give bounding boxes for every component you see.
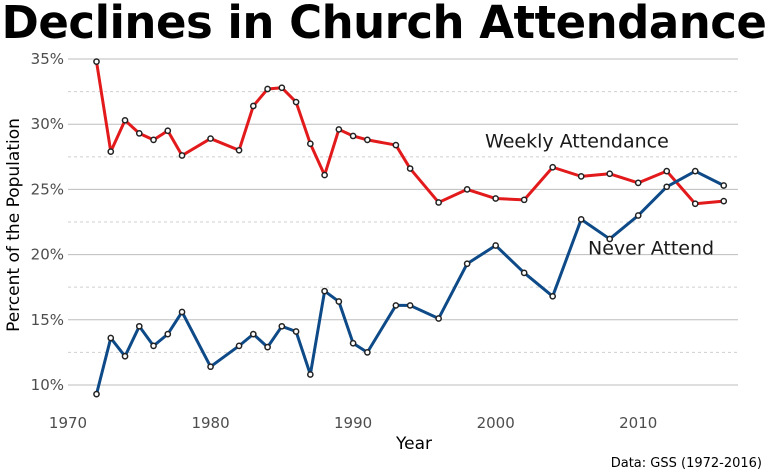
series-annotations: Weekly Attendance Never Attend bbox=[485, 131, 714, 260]
weekly-attendance-point bbox=[463, 186, 471, 193]
x-tick-label: 1990 bbox=[334, 414, 372, 432]
weekly-attendance-point bbox=[720, 197, 728, 205]
weekly-attendance-point bbox=[364, 136, 371, 144]
never-attend-point bbox=[93, 390, 100, 398]
weekly-attendance-point bbox=[150, 136, 157, 144]
never-attend-point bbox=[463, 260, 471, 268]
never-attend-point bbox=[278, 322, 286, 330]
never-attend-point bbox=[392, 302, 400, 309]
weekly-attendance-point bbox=[634, 179, 642, 187]
grid-lines bbox=[68, 58, 738, 386]
weekly-attendance-point bbox=[406, 165, 414, 172]
weekly-attendance-point bbox=[606, 170, 614, 178]
never-attend-point bbox=[235, 342, 243, 350]
y-tick-label: 10% bbox=[31, 376, 64, 394]
weekly-attendance-point bbox=[107, 148, 115, 155]
never-attend-point bbox=[135, 322, 143, 330]
x-tick-label: 2010 bbox=[619, 414, 657, 432]
y-tick-label: 15% bbox=[31, 311, 64, 329]
never-attend-point bbox=[249, 330, 257, 338]
never-attend-line bbox=[95, 169, 726, 396]
weekly-attendance-point bbox=[663, 167, 671, 175]
never-attend-point bbox=[107, 334, 115, 342]
never-attend-point bbox=[520, 269, 528, 277]
never-attend-point bbox=[549, 292, 557, 300]
never-attend-point bbox=[492, 242, 500, 249]
weekly-attendance-point bbox=[691, 200, 699, 208]
never-attend-point bbox=[321, 287, 328, 295]
weekly-attendance-point bbox=[178, 152, 186, 159]
never-attend-point bbox=[292, 328, 300, 335]
never-attend-point bbox=[720, 182, 728, 189]
series-label: Never Attend bbox=[588, 238, 714, 260]
weekly-attendance-point bbox=[349, 132, 357, 140]
never-attend-point bbox=[663, 183, 671, 191]
data-source-caption: Data: GSS (1972-2016) bbox=[611, 456, 762, 471]
weekly-attendance-point bbox=[249, 102, 257, 110]
never-attend-point bbox=[164, 330, 172, 338]
never-attend-point bbox=[306, 371, 314, 378]
never-attend-point bbox=[207, 363, 214, 371]
y-tick-label: 25% bbox=[31, 180, 64, 198]
weekly-attendance-point bbox=[93, 58, 100, 65]
x-tick-label: 2000 bbox=[477, 414, 515, 432]
weekly-attendance-point bbox=[164, 127, 172, 135]
y-tick-label: 35% bbox=[31, 50, 64, 68]
x-axis-title: Year bbox=[395, 434, 432, 454]
never-attend-point bbox=[606, 235, 614, 243]
never-attend-point bbox=[364, 349, 371, 356]
series-label: Weekly Attendance bbox=[485, 131, 669, 153]
y-tick-label: 30% bbox=[31, 115, 64, 133]
chart-title: Declines in Church Attendance bbox=[1, 0, 767, 49]
weekly-attendance-point bbox=[335, 126, 343, 133]
never-attend-point bbox=[435, 315, 442, 322]
y-axis-title: Percent of the Population bbox=[4, 118, 24, 332]
weekly-attendance-point bbox=[292, 98, 300, 106]
never-attend-point bbox=[577, 216, 585, 223]
weekly-attendance-point bbox=[207, 135, 214, 142]
chart-series bbox=[93, 58, 728, 398]
weekly-attendance-point bbox=[549, 163, 557, 171]
x-tick-label: 1980 bbox=[191, 414, 229, 432]
never-attend-point bbox=[406, 302, 414, 309]
never-attend-point bbox=[691, 167, 699, 175]
never-attend-point bbox=[121, 352, 129, 360]
weekly-attendance-point bbox=[577, 173, 585, 180]
y-tick-label: 20% bbox=[31, 246, 64, 264]
weekly-attendance-point bbox=[235, 146, 243, 154]
weekly-attendance-point bbox=[392, 141, 400, 149]
axis-ticks: 10% 15% 20% 25% 30% 35% 1970 1980 1990 2000 2010 bbox=[31, 50, 658, 432]
x-tick-label: 1970 bbox=[49, 414, 87, 432]
weekly-attendance-point bbox=[492, 195, 500, 202]
never-attend-point bbox=[178, 308, 186, 316]
weekly-attendance-point bbox=[121, 116, 129, 124]
never-attend-point bbox=[335, 298, 343, 305]
never-attend-point bbox=[349, 339, 357, 347]
never-attend-point bbox=[150, 342, 157, 350]
weekly-attendance-point bbox=[278, 84, 286, 92]
weekly-attendance-point bbox=[435, 199, 442, 206]
weekly-attendance-point bbox=[264, 85, 271, 93]
weekly-attendance-point bbox=[135, 129, 143, 137]
weekly-attendance-point bbox=[520, 196, 528, 204]
weekly-attendance-point bbox=[321, 171, 328, 179]
weekly-attendance-point bbox=[306, 140, 314, 148]
never-attend-point bbox=[264, 343, 271, 351]
never-attend-point bbox=[634, 212, 642, 219]
